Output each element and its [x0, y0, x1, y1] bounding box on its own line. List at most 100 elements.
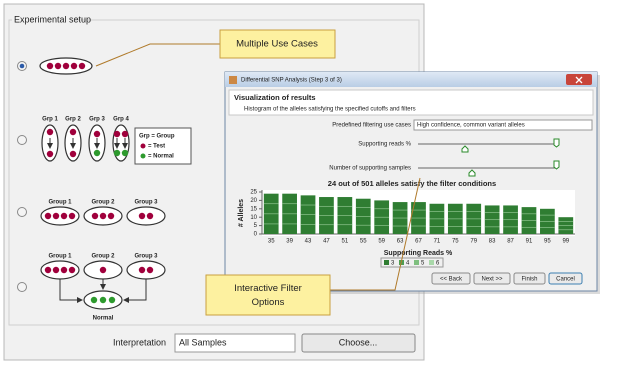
sample-dot	[70, 62, 78, 70]
group-label: Group 2	[91, 254, 115, 260]
dialog-button[interactable]	[548, 272, 583, 285]
radio-button[interactable]	[17, 135, 27, 145]
dialog-button-text: Cancel	[556, 277, 575, 283]
arrow	[123, 279, 147, 303]
sample-dot	[69, 150, 77, 158]
sample-dot	[46, 150, 54, 158]
legend-dot	[140, 143, 146, 149]
radio-button[interactable]	[17, 207, 27, 217]
legend-frame	[380, 257, 444, 268]
use-case-value: High confidence, common variant alleles	[417, 123, 525, 129]
reads-label: Supporting reads %	[358, 142, 411, 148]
x-tick-label: 71	[434, 239, 441, 245]
dialog-button-text: Next >>	[481, 277, 503, 283]
y-tick-label: 0	[254, 232, 258, 238]
group-oval	[126, 206, 166, 226]
group-label: Group 1	[48, 200, 72, 206]
dialog-icon	[229, 76, 237, 84]
group-label: Group 3	[134, 200, 158, 206]
legend-swatch	[384, 260, 389, 265]
dialog-title: Differential SNP Analysis (Step 3 of 3)	[241, 78, 342, 84]
dialog-button[interactable]	[431, 272, 471, 285]
y-tick-label: 20	[250, 198, 257, 204]
sample-dot	[108, 296, 116, 304]
x-tick-label: 83	[489, 239, 496, 245]
slider-thumb[interactable]	[553, 138, 560, 148]
slider-thumb[interactable]	[468, 169, 476, 177]
callout-text: Multiple Use Cases	[236, 39, 318, 50]
legend-label: 4	[406, 261, 410, 267]
choose-button[interactable]	[301, 333, 416, 353]
sample-dot	[107, 212, 115, 220]
sample-dot	[146, 212, 154, 220]
sample-dot	[93, 130, 101, 138]
sample-dot	[121, 149, 129, 157]
legend-text: = Normal	[148, 154, 174, 160]
dialog-titlebar	[225, 72, 597, 87]
interpretation-field[interactable]	[174, 333, 296, 353]
dialog-header-title: Visualization of results	[234, 93, 316, 102]
sample-dot	[113, 130, 121, 138]
x-tick-label: 55	[360, 239, 367, 245]
y-tick-label: 15	[250, 206, 257, 212]
use-case-label: Predefined filtering use cases	[332, 123, 411, 129]
x-tick-label: 95	[544, 239, 551, 245]
arrow	[59, 279, 83, 303]
x-tick-label: 35	[268, 239, 275, 245]
group-oval	[40, 206, 80, 226]
use-case-dropdown[interactable]	[413, 119, 593, 131]
dialog-button-text: Finish	[521, 277, 537, 283]
close-icon	[575, 76, 583, 84]
legend-swatch	[429, 260, 434, 265]
callout-line	[330, 177, 421, 291]
sample-dot	[99, 296, 107, 304]
normal-label: Normal	[93, 316, 114, 322]
dialog-button[interactable]	[513, 272, 546, 285]
legend-text: = Test	[148, 144, 165, 150]
sample-dot	[138, 212, 146, 220]
x-tick-label: 67	[415, 239, 422, 245]
group-oval	[126, 260, 166, 280]
x-tick-label: 79	[470, 239, 477, 245]
x-tick-label: 91	[526, 239, 533, 245]
legend-label: 6	[436, 261, 440, 267]
dialog-button-text: << Back	[440, 277, 463, 283]
sample-dot	[62, 62, 70, 70]
sample-dot	[46, 62, 54, 70]
dialog-button[interactable]	[473, 272, 511, 285]
callout-box	[219, 29, 336, 59]
x-tick-label: 51	[342, 239, 349, 245]
sample-dot	[146, 266, 154, 274]
x-tick-label: 87	[507, 239, 514, 245]
group-label: Group 3	[134, 254, 158, 260]
callout-box	[205, 274, 331, 316]
group-label: Group 2	[91, 200, 115, 206]
samples-label: Number of supporting samples	[329, 166, 411, 172]
sample-dot	[138, 266, 146, 274]
filter-summary: 24 out of 501 alleles satisfy the filter…	[328, 179, 496, 188]
group-label: Grp 2	[65, 117, 81, 123]
sample-dot	[44, 212, 52, 220]
legend-label: 5	[421, 261, 425, 267]
group-title: Experimental setup	[14, 14, 91, 24]
callout-text: Interactive Filter Options	[234, 283, 302, 308]
slider-thumb[interactable]	[553, 160, 560, 170]
choose-button-text: Choose...	[339, 337, 378, 347]
legend-text: Grp = Group	[139, 134, 175, 140]
group-label: Grp 3	[89, 117, 105, 123]
sample-dot	[93, 149, 101, 157]
slider-thumb[interactable]	[461, 145, 469, 153]
sample-dot	[52, 266, 60, 274]
y-tick-label: 25	[250, 190, 257, 196]
x-tick-label: 75	[452, 239, 459, 245]
sample-dot	[68, 266, 76, 274]
sample-dot	[99, 266, 107, 274]
dialog-subheader: Histogram of the alleles satisfying the …	[244, 107, 416, 113]
sample-dot	[113, 149, 121, 157]
legend-swatch	[414, 260, 419, 265]
radio-button[interactable]	[17, 282, 27, 292]
callout-line	[95, 43, 220, 67]
sample-dot	[78, 62, 86, 70]
